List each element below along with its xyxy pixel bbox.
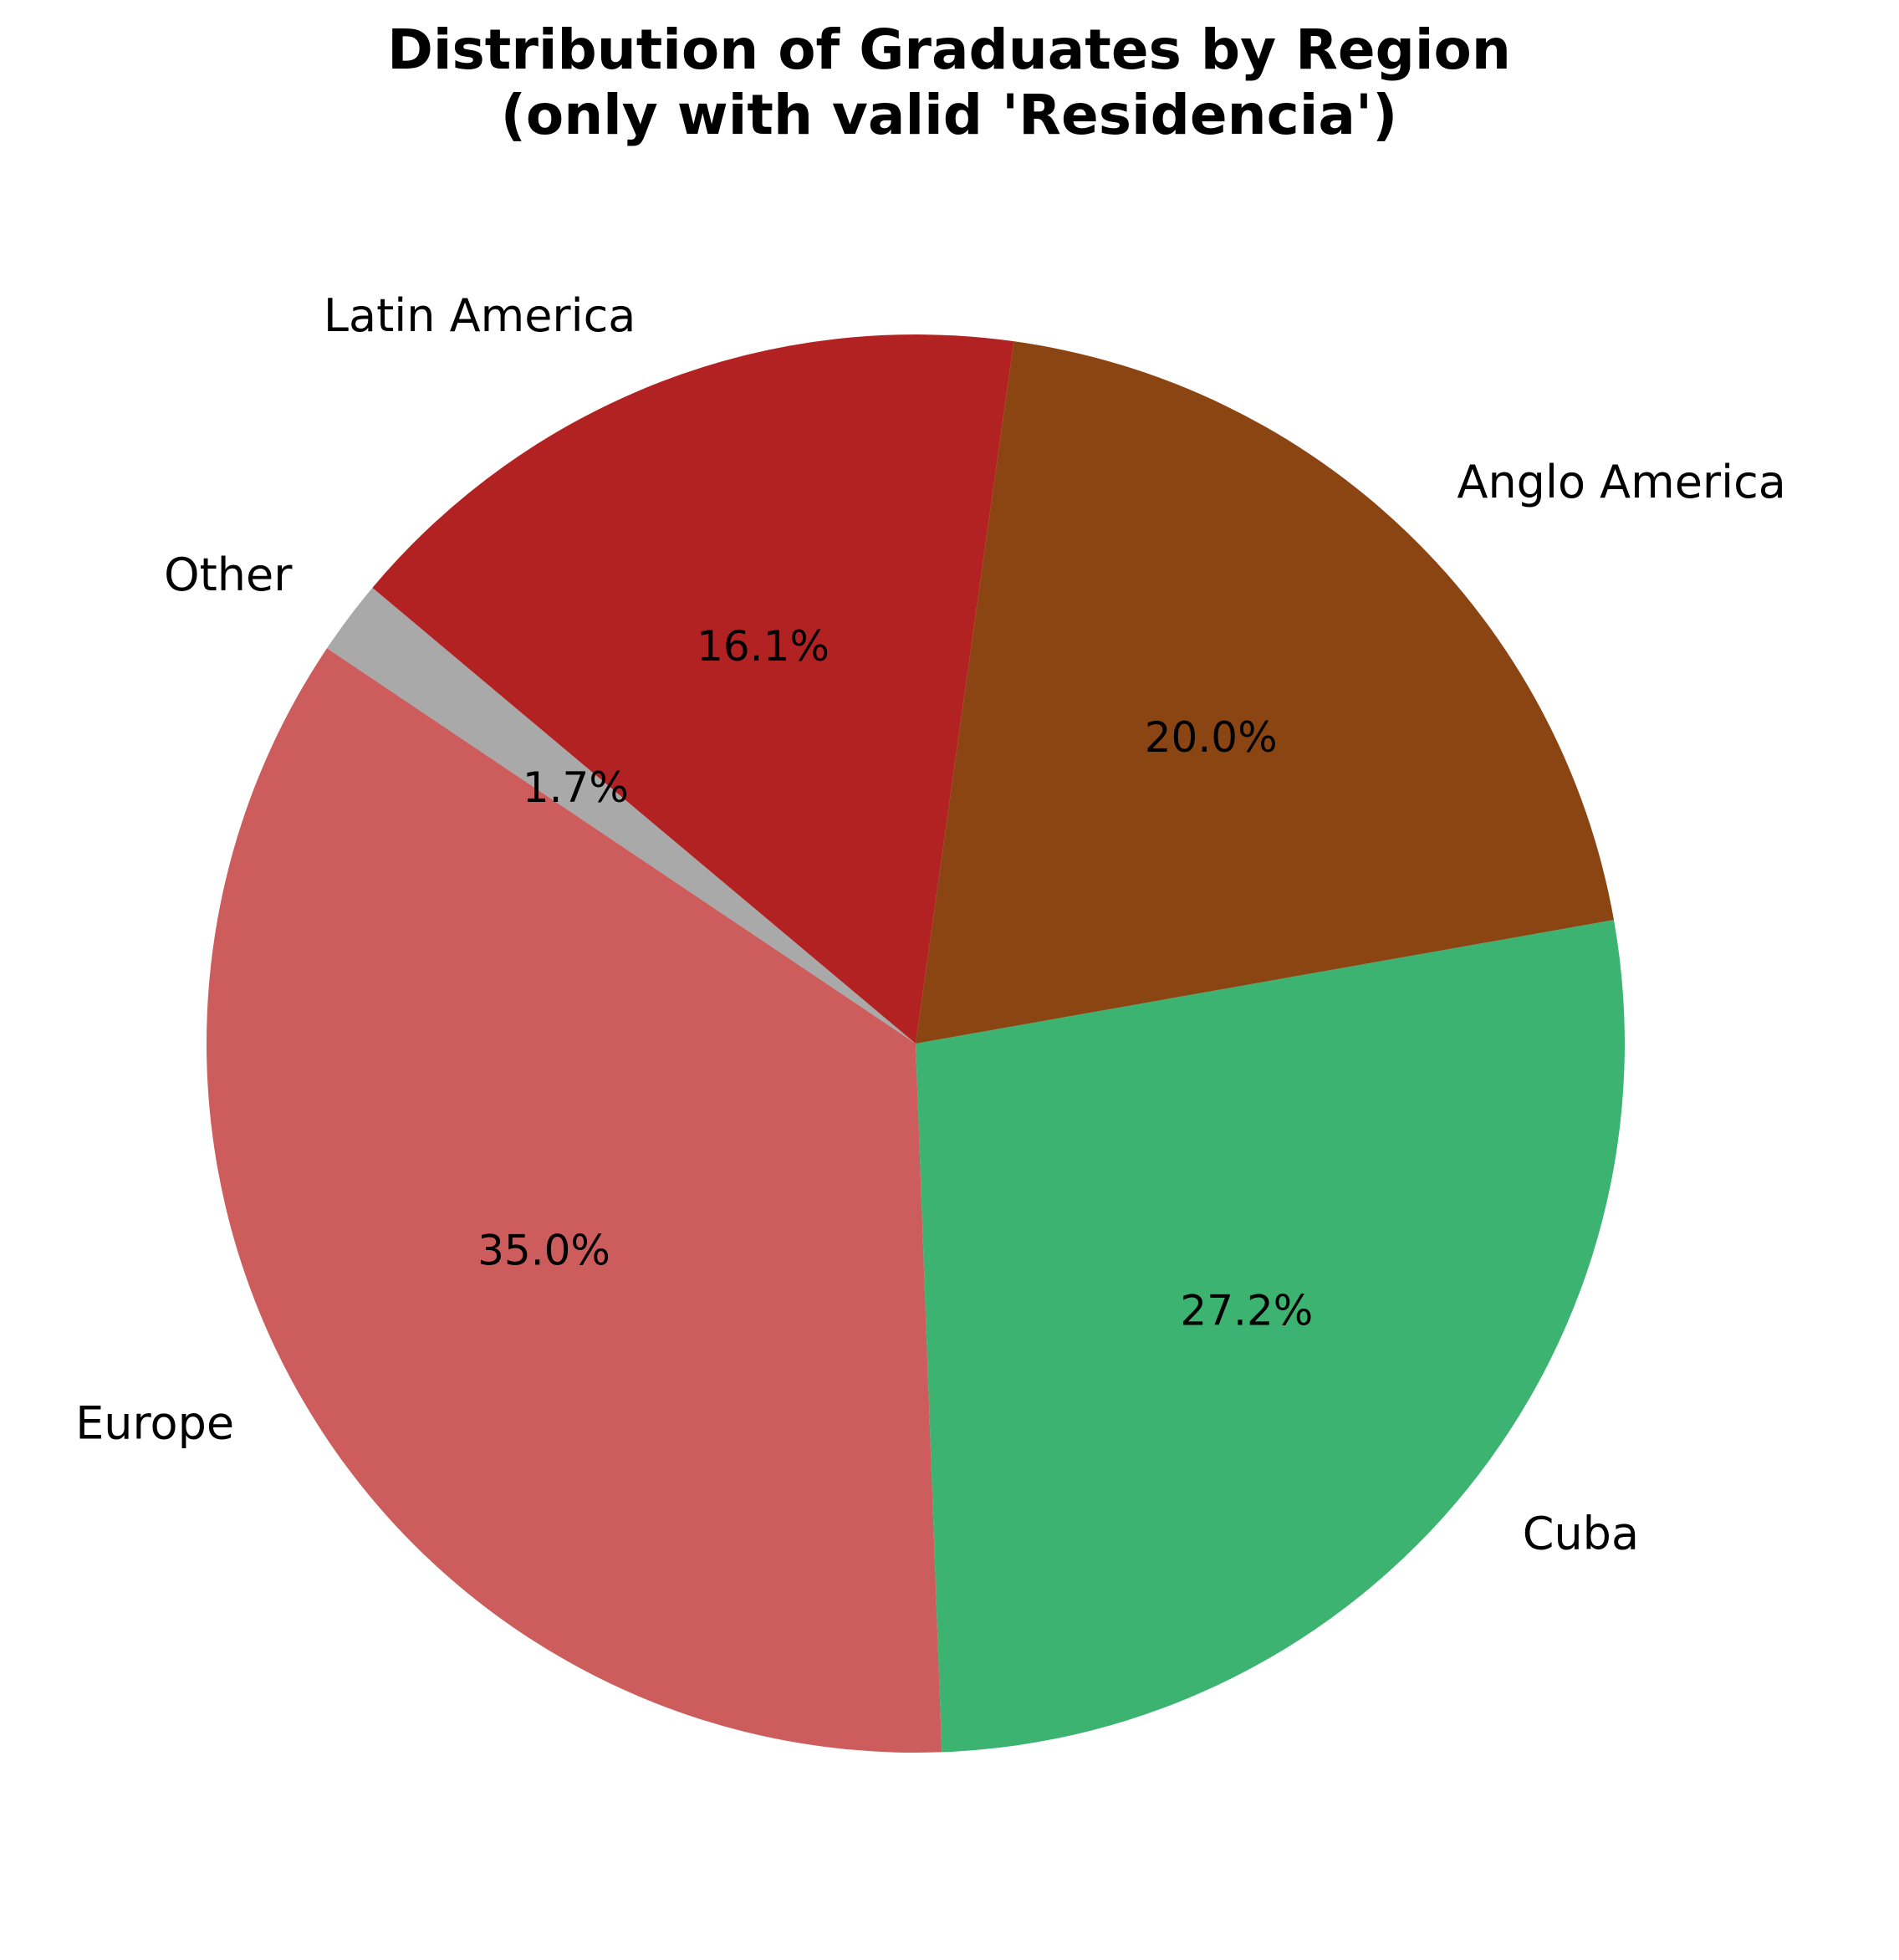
slice-percent-latin-america: 16.1% (697, 622, 830, 671)
chart-title-line-2: (only with valid 'Residencia') (501, 83, 1398, 147)
pie-slice-anglo-america (916, 341, 1615, 1044)
slice-label-latin-america: Latin America (324, 289, 636, 342)
slice-percent-anglo-america: 20.0% (1145, 713, 1278, 762)
pie-slice-other (326, 587, 916, 1044)
slice-percent-other: 1.7% (523, 763, 629, 812)
pie-labels: Other 1.7% Europe 35.0% Cuba 27.2% Anglo Ameri… (75, 289, 1786, 1560)
slice-percent-cuba: 27.2% (1180, 1287, 1313, 1335)
pie-slice-europe (207, 648, 942, 1753)
pie-slice-cuba (916, 920, 1625, 1753)
slice-label-other: Other (164, 549, 293, 601)
slice-label-europe: Europe (75, 1396, 234, 1449)
slice-percent-europe: 35.0% (477, 1227, 610, 1275)
slice-label-anglo-america: Anglo America (1457, 456, 1786, 508)
pie-slice-latin-america (372, 334, 1014, 1044)
slice-label-cuba: Cuba (1523, 1508, 1639, 1560)
pie-slices (207, 334, 1625, 1753)
chart-title-line-1: Distribution of Graduates by Region (387, 18, 1511, 82)
